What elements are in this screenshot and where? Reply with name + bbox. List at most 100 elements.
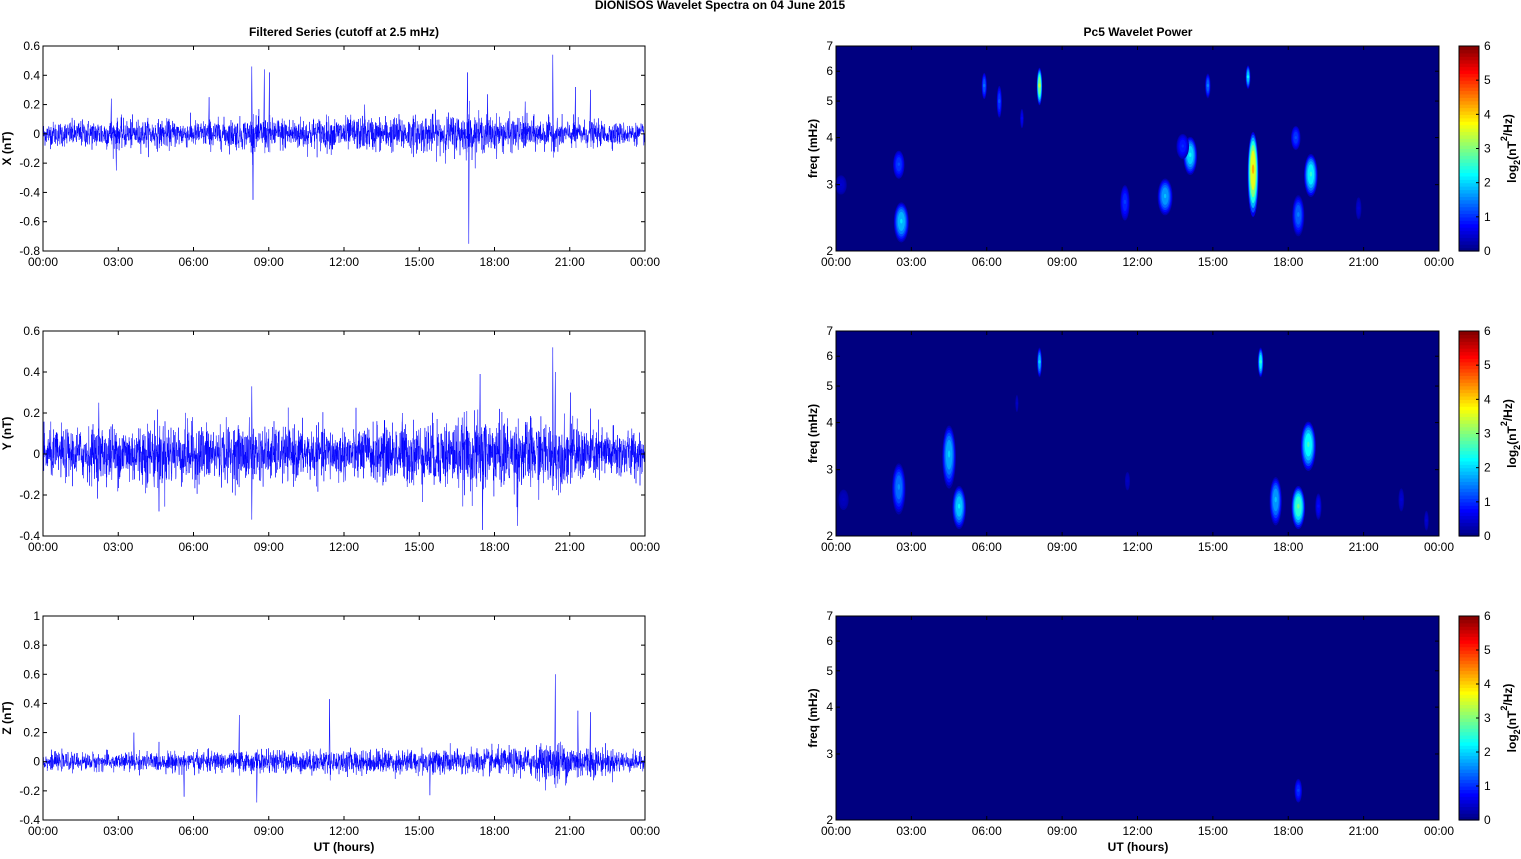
power-blob: [1400, 497, 1403, 502]
colorbar-step: [1459, 460, 1479, 465]
power-blob: [1189, 152, 1192, 158]
colorbar-label-part: (nT: [1505, 141, 1519, 160]
power-blob: [1038, 83, 1041, 88]
colorbar-step: [1459, 392, 1479, 397]
colorbar-step: [1459, 616, 1479, 620]
x-tick-label: 18:00: [479, 255, 509, 269]
colorbar-step: [1459, 525, 1479, 530]
x-tick-label: 00:00: [821, 255, 851, 269]
colorbar-step: [1459, 636, 1479, 641]
x-tick-label: 06:00: [178, 824, 208, 838]
y-tick-label: 0.8: [23, 638, 40, 652]
colorbar-step: [1459, 436, 1479, 441]
colorbar-step: [1459, 413, 1479, 418]
y-axis-label: Z (nT): [0, 701, 14, 734]
series-trace-z: [43, 674, 645, 803]
colorbar-step: [1459, 104, 1479, 109]
colorbar-step: [1459, 186, 1479, 191]
y-tick-label: 5: [826, 94, 833, 108]
colorbar-step: [1459, 216, 1479, 221]
colorbar-step: [1459, 365, 1479, 370]
colorbar-step: [1459, 789, 1479, 794]
colorbar-step: [1459, 792, 1479, 797]
colorbar-step: [1459, 406, 1479, 411]
colorbar-step: [1459, 626, 1479, 631]
x-tick-label: 03:00: [103, 255, 133, 269]
colorbar-tick-label: 3: [1484, 427, 1491, 441]
colorbar-step: [1459, 515, 1479, 520]
colorbar-step: [1459, 416, 1479, 421]
colorbar-step: [1459, 512, 1479, 517]
power-blob: [1425, 518, 1428, 522]
figure-title: DIONISOS Wavelet Spectra on 04 June 2015: [595, 0, 846, 12]
colorbar-step: [1459, 56, 1479, 61]
colorbar-step: [1459, 663, 1479, 668]
colorbar-tick-label: 6: [1484, 609, 1491, 623]
colorbar-step: [1459, 189, 1479, 194]
y-tick-label: 0: [33, 127, 40, 141]
colorbar-step: [1459, 786, 1479, 790]
power-blob: [897, 162, 901, 166]
colorbar-step: [1459, 501, 1479, 506]
colorbar-step: [1459, 52, 1479, 57]
colorbar-label-part: 2: [1499, 706, 1509, 711]
colorbar-step: [1459, 351, 1479, 356]
colorbar-step: [1459, 498, 1479, 503]
colorbar-step: [1459, 639, 1479, 644]
colorbar-label-part: (nT: [1505, 710, 1519, 729]
colorbar-step: [1459, 385, 1479, 390]
colorbar-step: [1459, 66, 1479, 71]
colorbar-step: [1459, 409, 1479, 414]
colorbar-step: [1459, 690, 1479, 695]
power-blob: [1259, 360, 1262, 364]
colorbar-step: [1459, 192, 1479, 197]
power-blob: [900, 218, 903, 224]
x-tick-label: 00:00: [28, 824, 58, 838]
colorbar-step: [1459, 718, 1479, 722]
colorbar-step: [1459, 337, 1479, 342]
colorbar-step: [1459, 738, 1479, 743]
timeseries-panel-y: 0.6 0.4 0.2 0 -0.2 -0.4 Y (nT): [0, 324, 646, 543]
x-tick-label: 12:00: [329, 824, 359, 838]
colorbar-step: [1459, 134, 1479, 139]
y-tick-label: -0.2: [19, 488, 40, 502]
colorbar-step: [1459, 440, 1479, 445]
colorbar-step: [1459, 141, 1479, 146]
y-tick-label: 0.6: [23, 667, 40, 681]
colorbar-step: [1459, 331, 1479, 336]
x-tick-label: 00:00: [1424, 255, 1454, 269]
power-blob: [1297, 788, 1300, 792]
y-tick-label: 3: [826, 463, 833, 477]
colorbar-label-part: 2: [1512, 729, 1521, 734]
x-tick-label: 09:00: [1047, 540, 1077, 554]
power-blob: [1015, 401, 1019, 405]
y-tick-label: 7: [826, 324, 833, 338]
colorbar-step: [1459, 755, 1479, 760]
y-tick-label: 7: [826, 609, 833, 623]
colorbar-step: [1459, 813, 1479, 818]
colorbar-step: [1459, 769, 1479, 773]
colorbar-step: [1459, 464, 1479, 469]
colorbar-step: [1459, 488, 1479, 493]
colorbar-step: [1459, 799, 1479, 804]
colorbar-step: [1459, 358, 1479, 363]
y-tick-label: -0.2: [19, 784, 40, 798]
colorbar-step: [1459, 762, 1479, 767]
colorbar-step: [1459, 237, 1479, 242]
colorbar-step: [1459, 731, 1479, 736]
colorbar-step: [1459, 223, 1479, 228]
colorbar-step: [1459, 162, 1479, 167]
plots-layer: 0.6 0.4 0.2 0 -0.2 -0.4 -0.6 -0.8 X (nT) 00:00 03:…: [0, 39, 1521, 838]
colorbar-step: [1459, 779, 1479, 784]
y-tick-label: 2: [826, 244, 833, 258]
colorbar-label-part: /Hz): [1501, 684, 1515, 706]
x-tick-label: 06:00: [972, 540, 1002, 554]
colorbar-step: [1459, 752, 1479, 756]
colorbar-step: [1459, 151, 1479, 156]
colorbar-label-part: 2: [1499, 136, 1509, 141]
y-tick-label: 2: [826, 813, 833, 827]
power-blob: [998, 99, 1001, 104]
colorbar-step: [1459, 816, 1479, 821]
